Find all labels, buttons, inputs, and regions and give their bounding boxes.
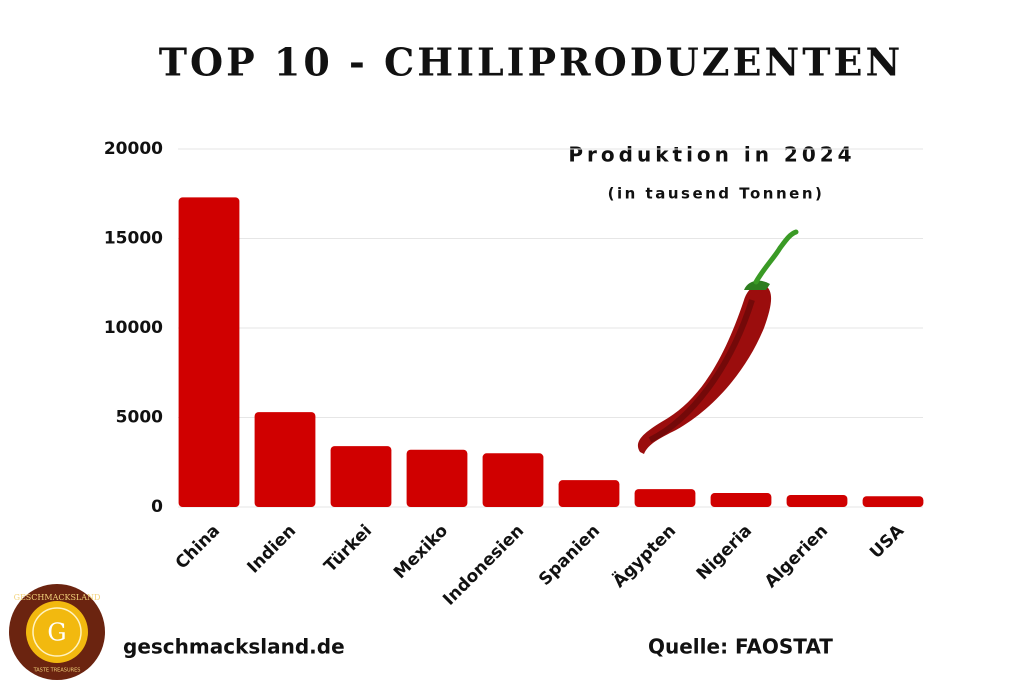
logo-tagline: TASTE TREASURES — [33, 668, 81, 674]
x-tick-label: Spanien — [535, 521, 604, 590]
bar — [558, 480, 620, 507]
website: geschmacksland.de — [123, 635, 345, 659]
x-tick-label: Indien — [243, 521, 300, 578]
x-tick-label: USA — [866, 520, 908, 562]
x-tick-label: Türkei — [320, 521, 376, 577]
y-tick-label: 15000 — [104, 229, 163, 249]
y-tick-label: 10000 — [104, 318, 163, 338]
y-tick-label: 5000 — [116, 408, 163, 428]
bar — [786, 495, 848, 507]
logo: G GESCHMACKSLAND TASTE TREASURES — [9, 584, 105, 680]
bar — [862, 496, 924, 507]
x-tick-label: Nigeria — [693, 521, 756, 584]
logo-letter: G — [47, 619, 66, 647]
bar — [482, 453, 544, 507]
x-tick-label: Algerien — [761, 521, 832, 592]
y-tick-label: 0 — [151, 497, 163, 517]
x-tick-label: Mexiko — [390, 521, 452, 583]
x-tick-label: Ägypten — [608, 520, 680, 592]
bar — [634, 489, 696, 507]
logo-name: GESCHMACKSLAND — [14, 593, 101, 602]
y-tick-label: 20000 — [104, 139, 163, 159]
subtitle: Produktion in 2024 — [568, 143, 855, 167]
chili-illustration — [637, 229, 799, 454]
bar — [178, 197, 240, 507]
bar — [406, 449, 468, 507]
bar — [710, 493, 772, 507]
bar — [330, 446, 392, 507]
x-tick-label: China — [172, 521, 224, 573]
source: Quelle: FAOSTAT — [648, 635, 833, 659]
unit-note: (in tausend Tonnen) — [608, 185, 825, 203]
x-tick-label: Indonesien — [439, 521, 528, 610]
bar — [254, 412, 316, 507]
chart-title: TOP 10 - CHILIPRODUZENTEN — [159, 40, 903, 85]
